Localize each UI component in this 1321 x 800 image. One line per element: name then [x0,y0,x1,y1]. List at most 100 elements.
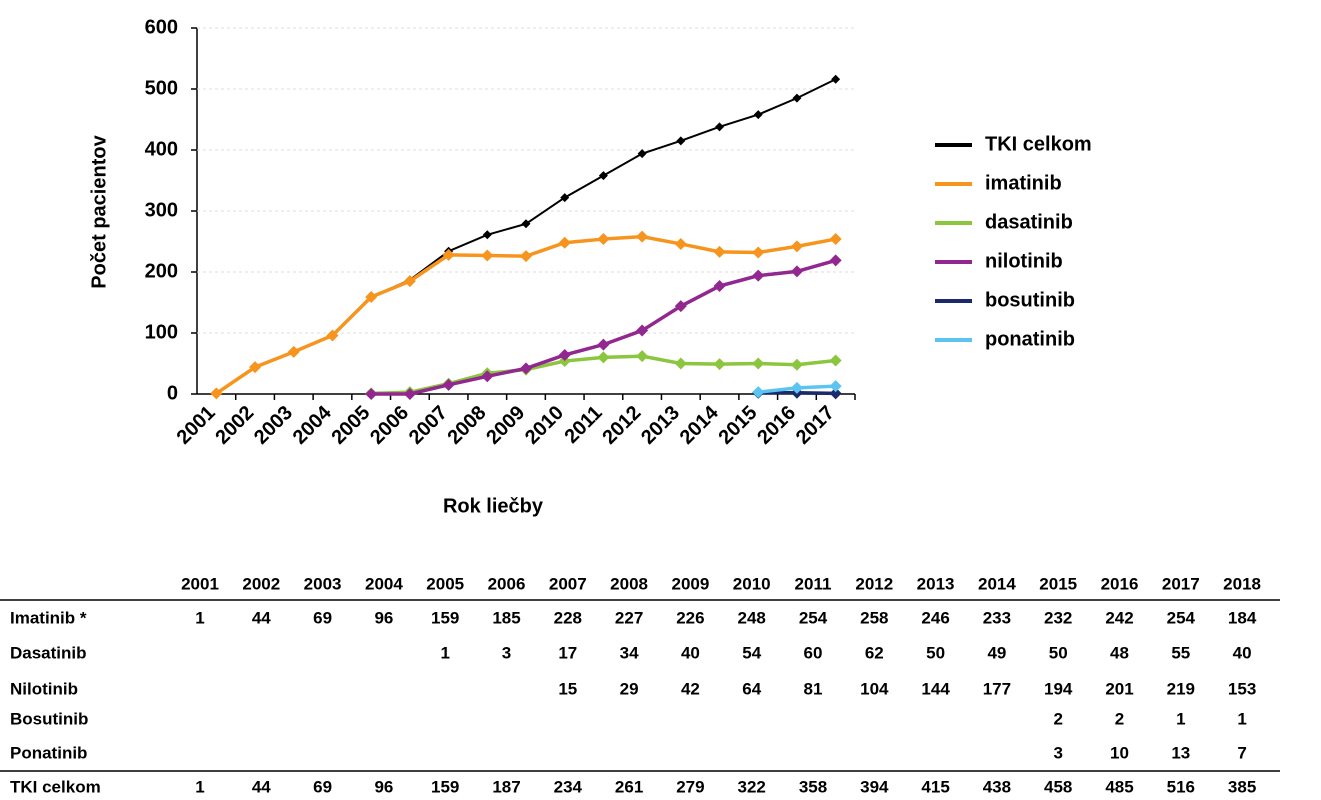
column-header: 2004 [365,574,403,593]
table-cell: 144 [921,679,950,698]
table-cell: 7 [1237,743,1246,762]
series-line [371,258,837,396]
table-cell: 44 [252,608,271,627]
table-cell: 232 [1044,608,1072,627]
point [326,329,339,342]
column-header: 2016 [1101,574,1139,593]
point [713,245,726,258]
table-cell: 50 [1049,643,1068,662]
table-cell: 104 [860,679,889,698]
point [597,338,610,351]
point [790,381,803,394]
point [829,254,842,267]
point [829,387,842,400]
table-cell: 261 [615,777,643,796]
column-header: 2012 [855,574,893,593]
point [287,345,300,358]
x-tick-label: 2009 [482,402,529,449]
table-cell: 184 [1228,608,1257,627]
point [403,388,416,400]
point [442,378,455,391]
point [520,250,532,263]
column-header: 2011 [795,574,832,593]
x-tick-label: 2011 [560,402,606,448]
table-cell: 458 [1044,777,1072,796]
table-cell: 13 [1171,743,1190,762]
table-cell: 194 [1044,679,1073,698]
table-cell: 159 [431,777,459,796]
point [558,355,571,368]
y-tick-label: 600 [145,16,178,38]
table-cell: 254 [799,608,828,627]
table-cell: 358 [799,777,827,796]
x-tick-label: 2004 [289,401,337,449]
y-tick-label: 100 [145,321,178,343]
table-cell: 54 [742,643,761,662]
row-label: TKI celkom [10,777,101,796]
x-tick-label: 2005 [327,402,374,449]
point [597,233,610,246]
point [560,193,570,203]
row-label: Bosutinib [10,709,88,728]
table-cell: 62 [865,643,884,662]
y-tick-label: 0 [167,382,178,404]
table-cell: 254 [1167,608,1196,627]
point [713,358,726,371]
table-cell: 153 [1228,679,1256,698]
table-cell: 17 [558,643,577,662]
point [715,122,725,132]
table-cell: 1 [195,608,204,627]
table-cell: 29 [620,679,639,698]
legend-label: dasatinib [985,211,1073,233]
point [442,248,455,261]
point [637,149,647,159]
x-tick-label: 2007 [405,402,452,449]
point [713,280,726,293]
y-tick-label: 200 [145,260,178,282]
table-cell: 485 [1105,777,1133,796]
legend-label: imatinib [985,172,1062,194]
column-header: 2001 [181,574,219,593]
table-cell: 438 [983,777,1011,796]
column-header: 2002 [242,574,280,593]
table-cell: 185 [492,608,520,627]
point [481,370,494,383]
legend-label: bosutinib [985,289,1075,311]
table-cell: 69 [313,777,332,796]
point [598,171,608,181]
point [752,357,765,370]
table-cell: 1 [1176,709,1185,728]
point [481,249,494,262]
point [829,380,842,393]
table-cell: 219 [1167,679,1195,698]
x-tick-label: 2015 [714,402,761,449]
table-cell: 1 [440,643,449,662]
column-header: 2005 [426,574,464,593]
x-tick-label: 2014 [676,401,724,449]
row-label: Ponatinib [10,743,87,762]
point [676,136,686,146]
table-cell: 187 [492,777,520,796]
table-cell: 159 [431,608,459,627]
table-cell: 227 [615,608,643,627]
table-cell: 81 [804,679,823,698]
column-header: 2009 [671,574,709,593]
table-cell: 40 [681,643,700,662]
row-label: Dasatinib [10,643,87,662]
point [792,93,802,103]
table-cell: 60 [804,643,823,662]
column-header: 2007 [549,574,587,593]
table-cell: 233 [983,608,1011,627]
table-cell: 10 [1110,743,1129,762]
table-cell: 258 [860,608,888,627]
point [829,354,842,367]
column-header: 2010 [733,574,771,593]
point [674,300,687,313]
table-cell: 15 [558,679,577,698]
point [636,230,649,243]
y-axis-title: Počet pacientov [88,134,110,288]
point [674,357,687,370]
table-cell: 69 [313,608,332,627]
table-cell: 48 [1110,643,1129,662]
point [829,233,842,246]
